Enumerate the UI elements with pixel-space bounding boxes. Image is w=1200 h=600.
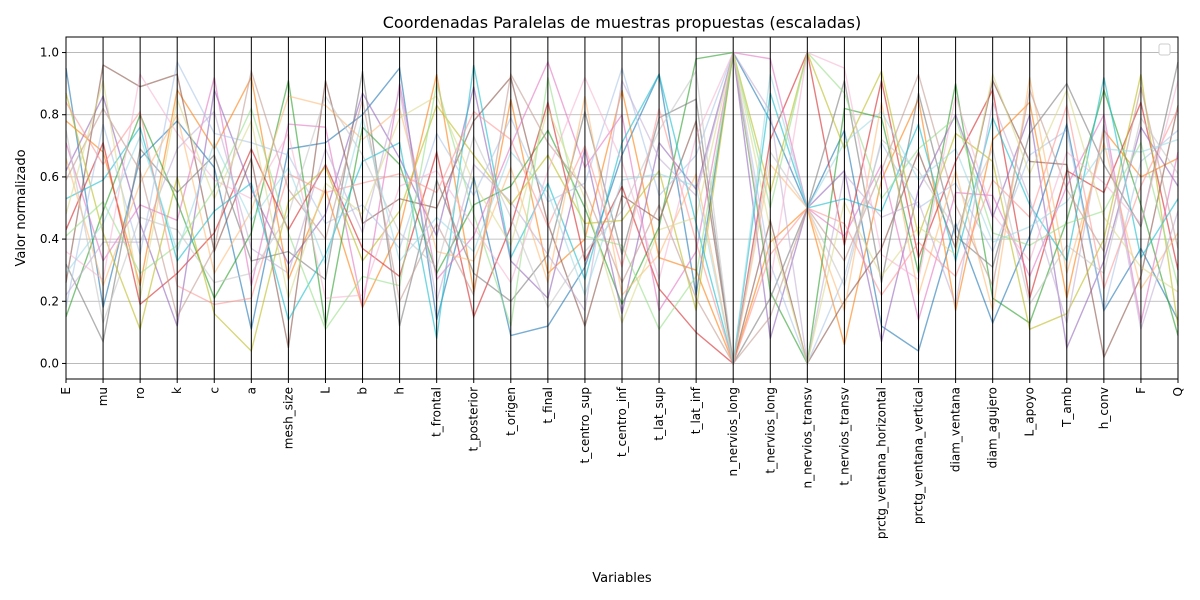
legend-box: [1158, 43, 1171, 56]
y-axis-label: Valor normalizado: [14, 149, 29, 266]
variable-label: t_lat_inf: [689, 386, 703, 434]
variable-label: t_centro_inf: [615, 386, 629, 457]
variable-label: T_amb: [1060, 387, 1074, 428]
variable-label: a: [244, 387, 258, 394]
y-tick-label: 0.8: [40, 108, 59, 122]
variable-label: t_posterior: [467, 387, 481, 452]
y-tick-label: 0.2: [40, 294, 59, 308]
y-ticks: 0.0 0.2 0.4 0.6 0.8 1.0: [40, 46, 66, 370]
variable-label: t_nervios_long: [763, 387, 777, 474]
variable-label: n_nervios_transv: [800, 387, 814, 489]
variable-label: diam_ventana: [949, 387, 963, 472]
variable-label: diam_agujero: [986, 387, 1000, 468]
y-tick-label: 1.0: [40, 46, 59, 60]
variable-label: t_origen: [504, 387, 518, 436]
variable-label: c: [207, 387, 221, 394]
y-tick-label: 0.4: [40, 232, 59, 246]
variable-label: mesh_size: [281, 387, 295, 449]
variable-label: Q: [1171, 387, 1185, 396]
chart-title: Coordenadas Paralelas de muestras propue…: [383, 13, 861, 32]
variable-label: n_nervios_long: [726, 387, 740, 476]
variable-label: t_final: [541, 387, 555, 424]
variable-label: h: [393, 387, 407, 395]
variable-label: prctg_ventana_horizontal: [874, 387, 888, 539]
axes-layer: [65, 37, 1179, 379]
variable-label: t_centro_sup: [578, 387, 592, 463]
variable-label: mu: [96, 387, 110, 406]
variable-label: t_lat_sup: [652, 387, 666, 441]
variable-label: k: [170, 387, 184, 394]
y-tick-label: 0.6: [40, 170, 59, 184]
variable-label: E: [59, 387, 73, 395]
variable-label: prctg_ventana_vertical: [912, 387, 926, 524]
variable-label: L: [318, 387, 332, 394]
variable-label: F: [1134, 387, 1148, 394]
variable-label: t_frontal: [430, 387, 444, 437]
variable-label: b: [356, 387, 370, 395]
variable-label: t_nervios_transv: [837, 387, 851, 486]
y-tick-label: 0.0: [40, 356, 59, 370]
variable-label: ro: [133, 387, 147, 399]
variable-label: L_apoyo: [1023, 387, 1037, 436]
x-axis-label: Variables: [592, 571, 652, 586]
variable-label: h_conv: [1097, 387, 1111, 429]
